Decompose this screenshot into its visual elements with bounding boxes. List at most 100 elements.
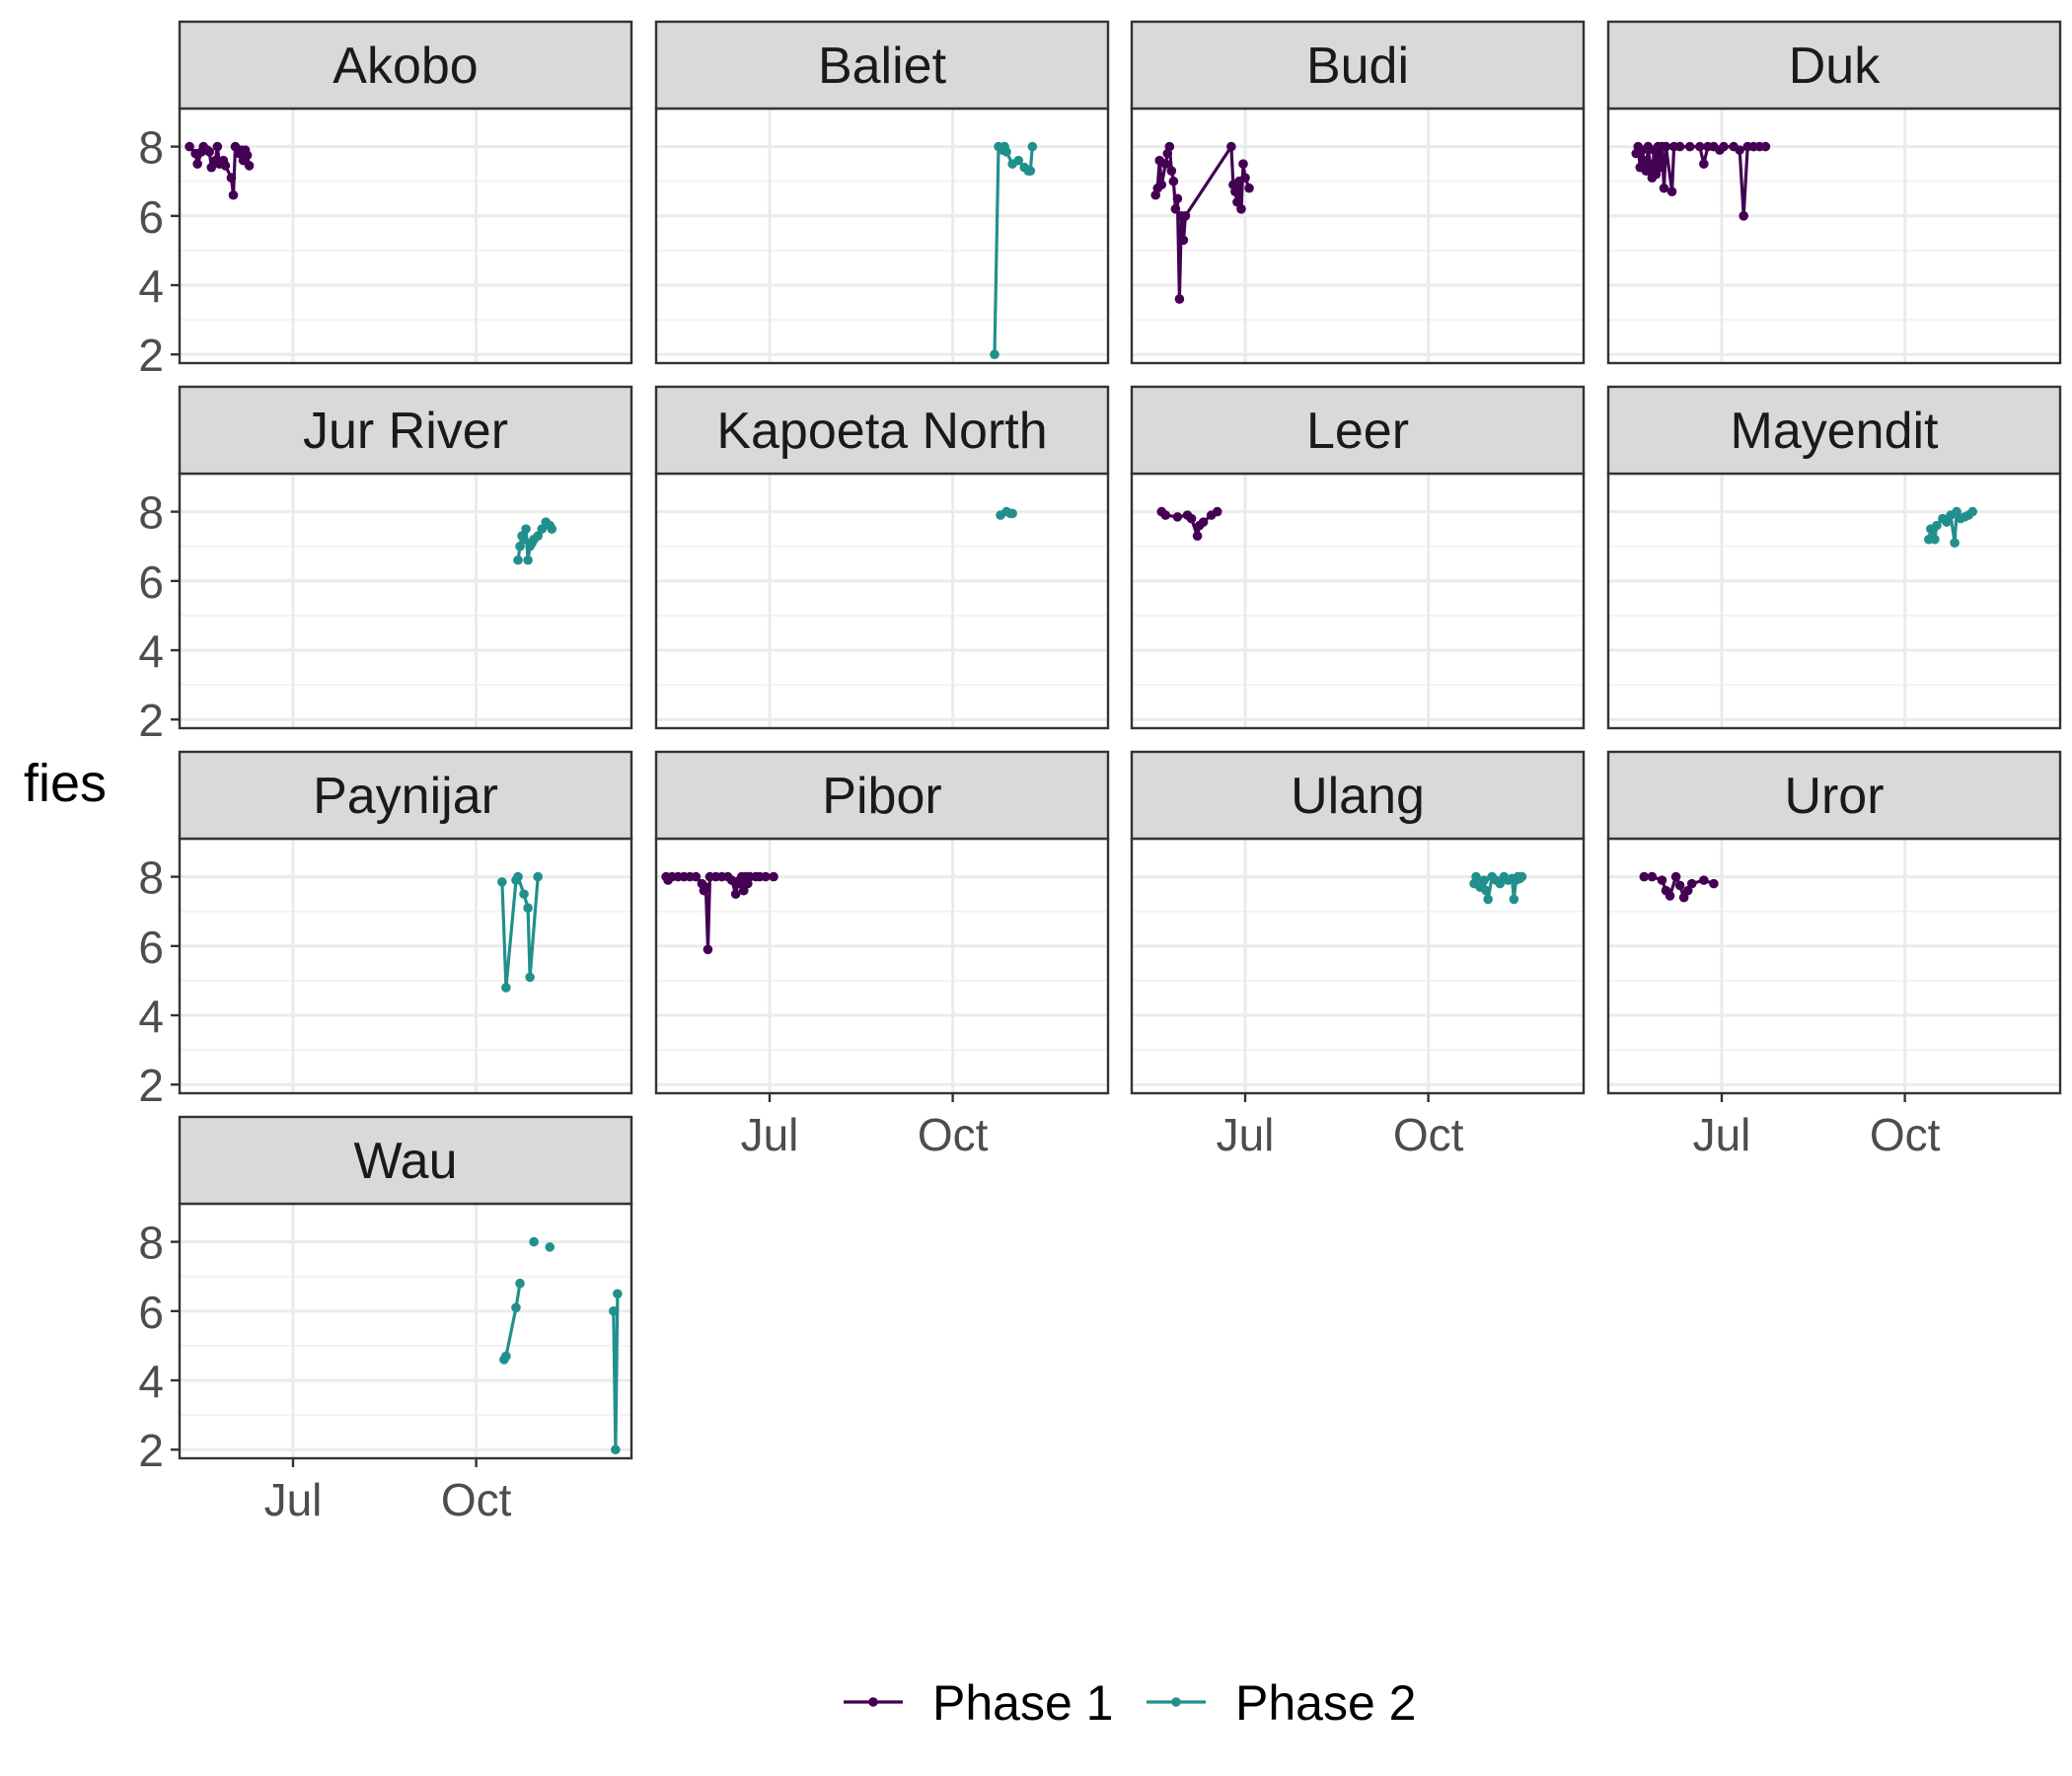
data-point: [1651, 169, 1662, 180]
data-point: [1735, 145, 1744, 155]
data-point: [228, 189, 239, 200]
data-point: [1180, 211, 1191, 221]
data-point: [1674, 141, 1685, 152]
facet-pibor: Pibor Jul Oct: [654, 750, 1110, 1160]
facet-strip: [178, 385, 633, 476]
data-point: [1178, 235, 1189, 246]
data-point: [1007, 508, 1017, 519]
data-point: [1719, 141, 1729, 152]
data-point: [1240, 173, 1250, 184]
data-point: [1027, 141, 1038, 152]
y-tick-label: 6: [138, 922, 164, 973]
data-point: [1025, 166, 1036, 176]
grid-lines: [656, 109, 1108, 363]
data-point: [513, 871, 523, 882]
data-point: [242, 150, 253, 161]
facet-baliet: Baliet: [654, 20, 1110, 365]
grid-lines: [180, 109, 631, 363]
data-point: [515, 1278, 525, 1289]
legend-key-point: [868, 1697, 878, 1707]
y-tick-label: 8: [138, 122, 164, 174]
facet-data: [499, 1236, 623, 1455]
facet-strip: [654, 750, 1110, 841]
facet-akobo: Akobo 2 4 6 8: [138, 20, 633, 381]
y-tick-label: 4: [138, 1356, 164, 1407]
facet-strip-label: Uror: [1784, 768, 1884, 825]
grid-lines: [1608, 839, 2060, 1093]
facet-data: [1631, 141, 1771, 221]
facet-strip-label: Ulang: [1291, 768, 1425, 825]
data-point: [1479, 875, 1489, 885]
grid-lines: [180, 839, 631, 1093]
data-point: [1471, 871, 1481, 882]
data-point: [1244, 183, 1254, 193]
data-point: [1659, 183, 1669, 193]
data-point: [501, 1351, 511, 1362]
facet-duk: Duk: [1606, 20, 2062, 365]
data-point: [533, 531, 543, 541]
facet-data: [1924, 506, 1978, 549]
data-point: [1172, 193, 1183, 204]
facet-strip-label: Budi: [1306, 37, 1409, 95]
data-point: [220, 161, 231, 171]
data-point: [1678, 892, 1689, 903]
facet-paynijar: Paynijar 2 4 6 8: [138, 750, 633, 1111]
x-tick-label: Jul: [1693, 1109, 1751, 1160]
x-tick-label: Oct: [918, 1109, 989, 1160]
facet-strip-label: Pibor: [822, 768, 941, 825]
facet-strip-label: Duk: [1789, 37, 1881, 95]
x-tick-label: Jul: [741, 1109, 799, 1160]
data-point: [1952, 506, 1961, 517]
data-point: [1665, 891, 1675, 901]
data-point: [521, 524, 531, 534]
data-point: [1238, 159, 1248, 169]
data-point: [1639, 871, 1650, 882]
data-point: [1657, 875, 1667, 885]
data-point: [1967, 506, 1978, 517]
facet-strip-label: Kapoeta North: [716, 403, 1047, 460]
facet-data: [661, 871, 778, 955]
data-point: [691, 871, 702, 882]
facet-data: [1156, 506, 1222, 541]
facet-strip: [1606, 750, 2062, 841]
data-point: [1166, 166, 1177, 176]
grid-lines: [656, 474, 1108, 728]
data-point: [1236, 203, 1246, 214]
data-point: [1682, 885, 1693, 896]
facet-strip: [1606, 20, 2062, 111]
facet-strip: [1130, 20, 1586, 111]
y-tick-label: 8: [138, 487, 164, 539]
data-point: [1232, 196, 1242, 207]
x-tick-label: Jul: [264, 1474, 323, 1525]
data-point: [609, 1306, 619, 1316]
facet-strip-label: Akobo: [333, 37, 478, 95]
data-point: [1674, 880, 1685, 891]
facet-strip-label: Mayendit: [1731, 403, 1940, 460]
x-tick-label: Oct: [441, 1474, 512, 1525]
facet-strip: [654, 385, 1110, 476]
facet-strip: [178, 20, 633, 111]
data-point: [1655, 162, 1665, 173]
grid-lines: [1132, 109, 1584, 363]
facet-data: [996, 506, 1017, 520]
facet-strip: [178, 1115, 633, 1206]
y-tick-label: 2: [138, 330, 164, 381]
facet-wau: Wau 2 4 6 8 Jul Oct: [138, 1115, 633, 1525]
legend-key-point: [1171, 1697, 1181, 1707]
data-point: [1699, 875, 1709, 885]
facet-data: [1150, 141, 1254, 304]
y-tick-label: 6: [138, 1287, 164, 1338]
y-tick-label: 4: [138, 991, 164, 1042]
data-point: [529, 1236, 539, 1247]
legend: Phase 1 Phase 2: [844, 1675, 1416, 1731]
grid-lines: [1132, 474, 1584, 728]
facet-jur-river: Jur River 2 4 6 8: [138, 385, 633, 746]
data-point: [497, 877, 507, 887]
data-point: [1170, 203, 1181, 214]
data-point: [738, 885, 749, 896]
facet-data: [1469, 871, 1527, 905]
data-point: [1695, 141, 1705, 152]
data-point: [537, 524, 548, 534]
data-point: [1013, 155, 1024, 166]
data-point: [1160, 159, 1171, 169]
